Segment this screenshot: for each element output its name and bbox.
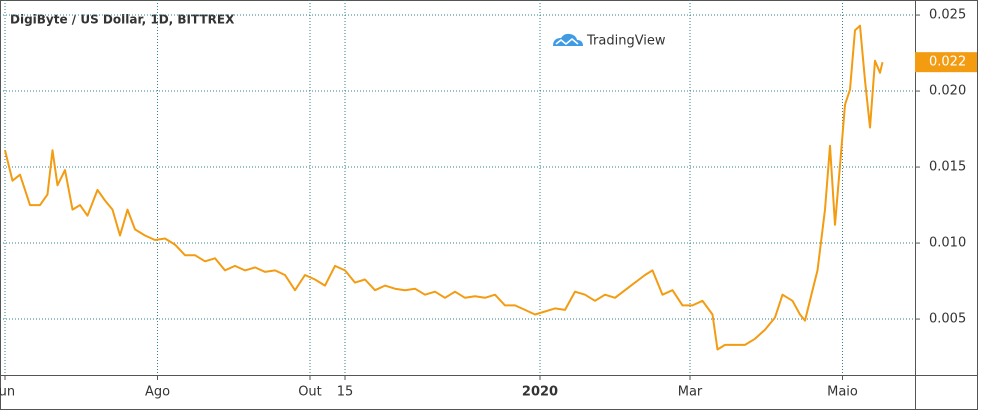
x-tick-label: 2020 [522,385,558,400]
y-tick-label: 0.010 [929,236,966,251]
watermark: TradingView [586,34,666,49]
x-tick-label: Ago [145,385,170,400]
watermark-logo [553,33,583,46]
x-tick-label: Jun [0,385,15,400]
x-tick-label: Mar [678,385,703,400]
y-tick-label: 0.025 [929,8,966,23]
chart-title: DigiByte / US Dollar, 1D, BITTREX [10,13,235,27]
y-tick-label: 0.015 [929,160,966,175]
y-tick-label: 0.020 [929,84,966,99]
y-tick-label: 0.005 [929,312,966,327]
x-tick-label: Out [298,385,322,400]
last-value-label: 0.022 [929,55,966,70]
x-tick-label: 15 [337,385,354,400]
last-value-box [915,52,977,73]
price-line [4,24,884,351]
x-tick-label: Maio [827,385,858,400]
frame [0,0,978,410]
